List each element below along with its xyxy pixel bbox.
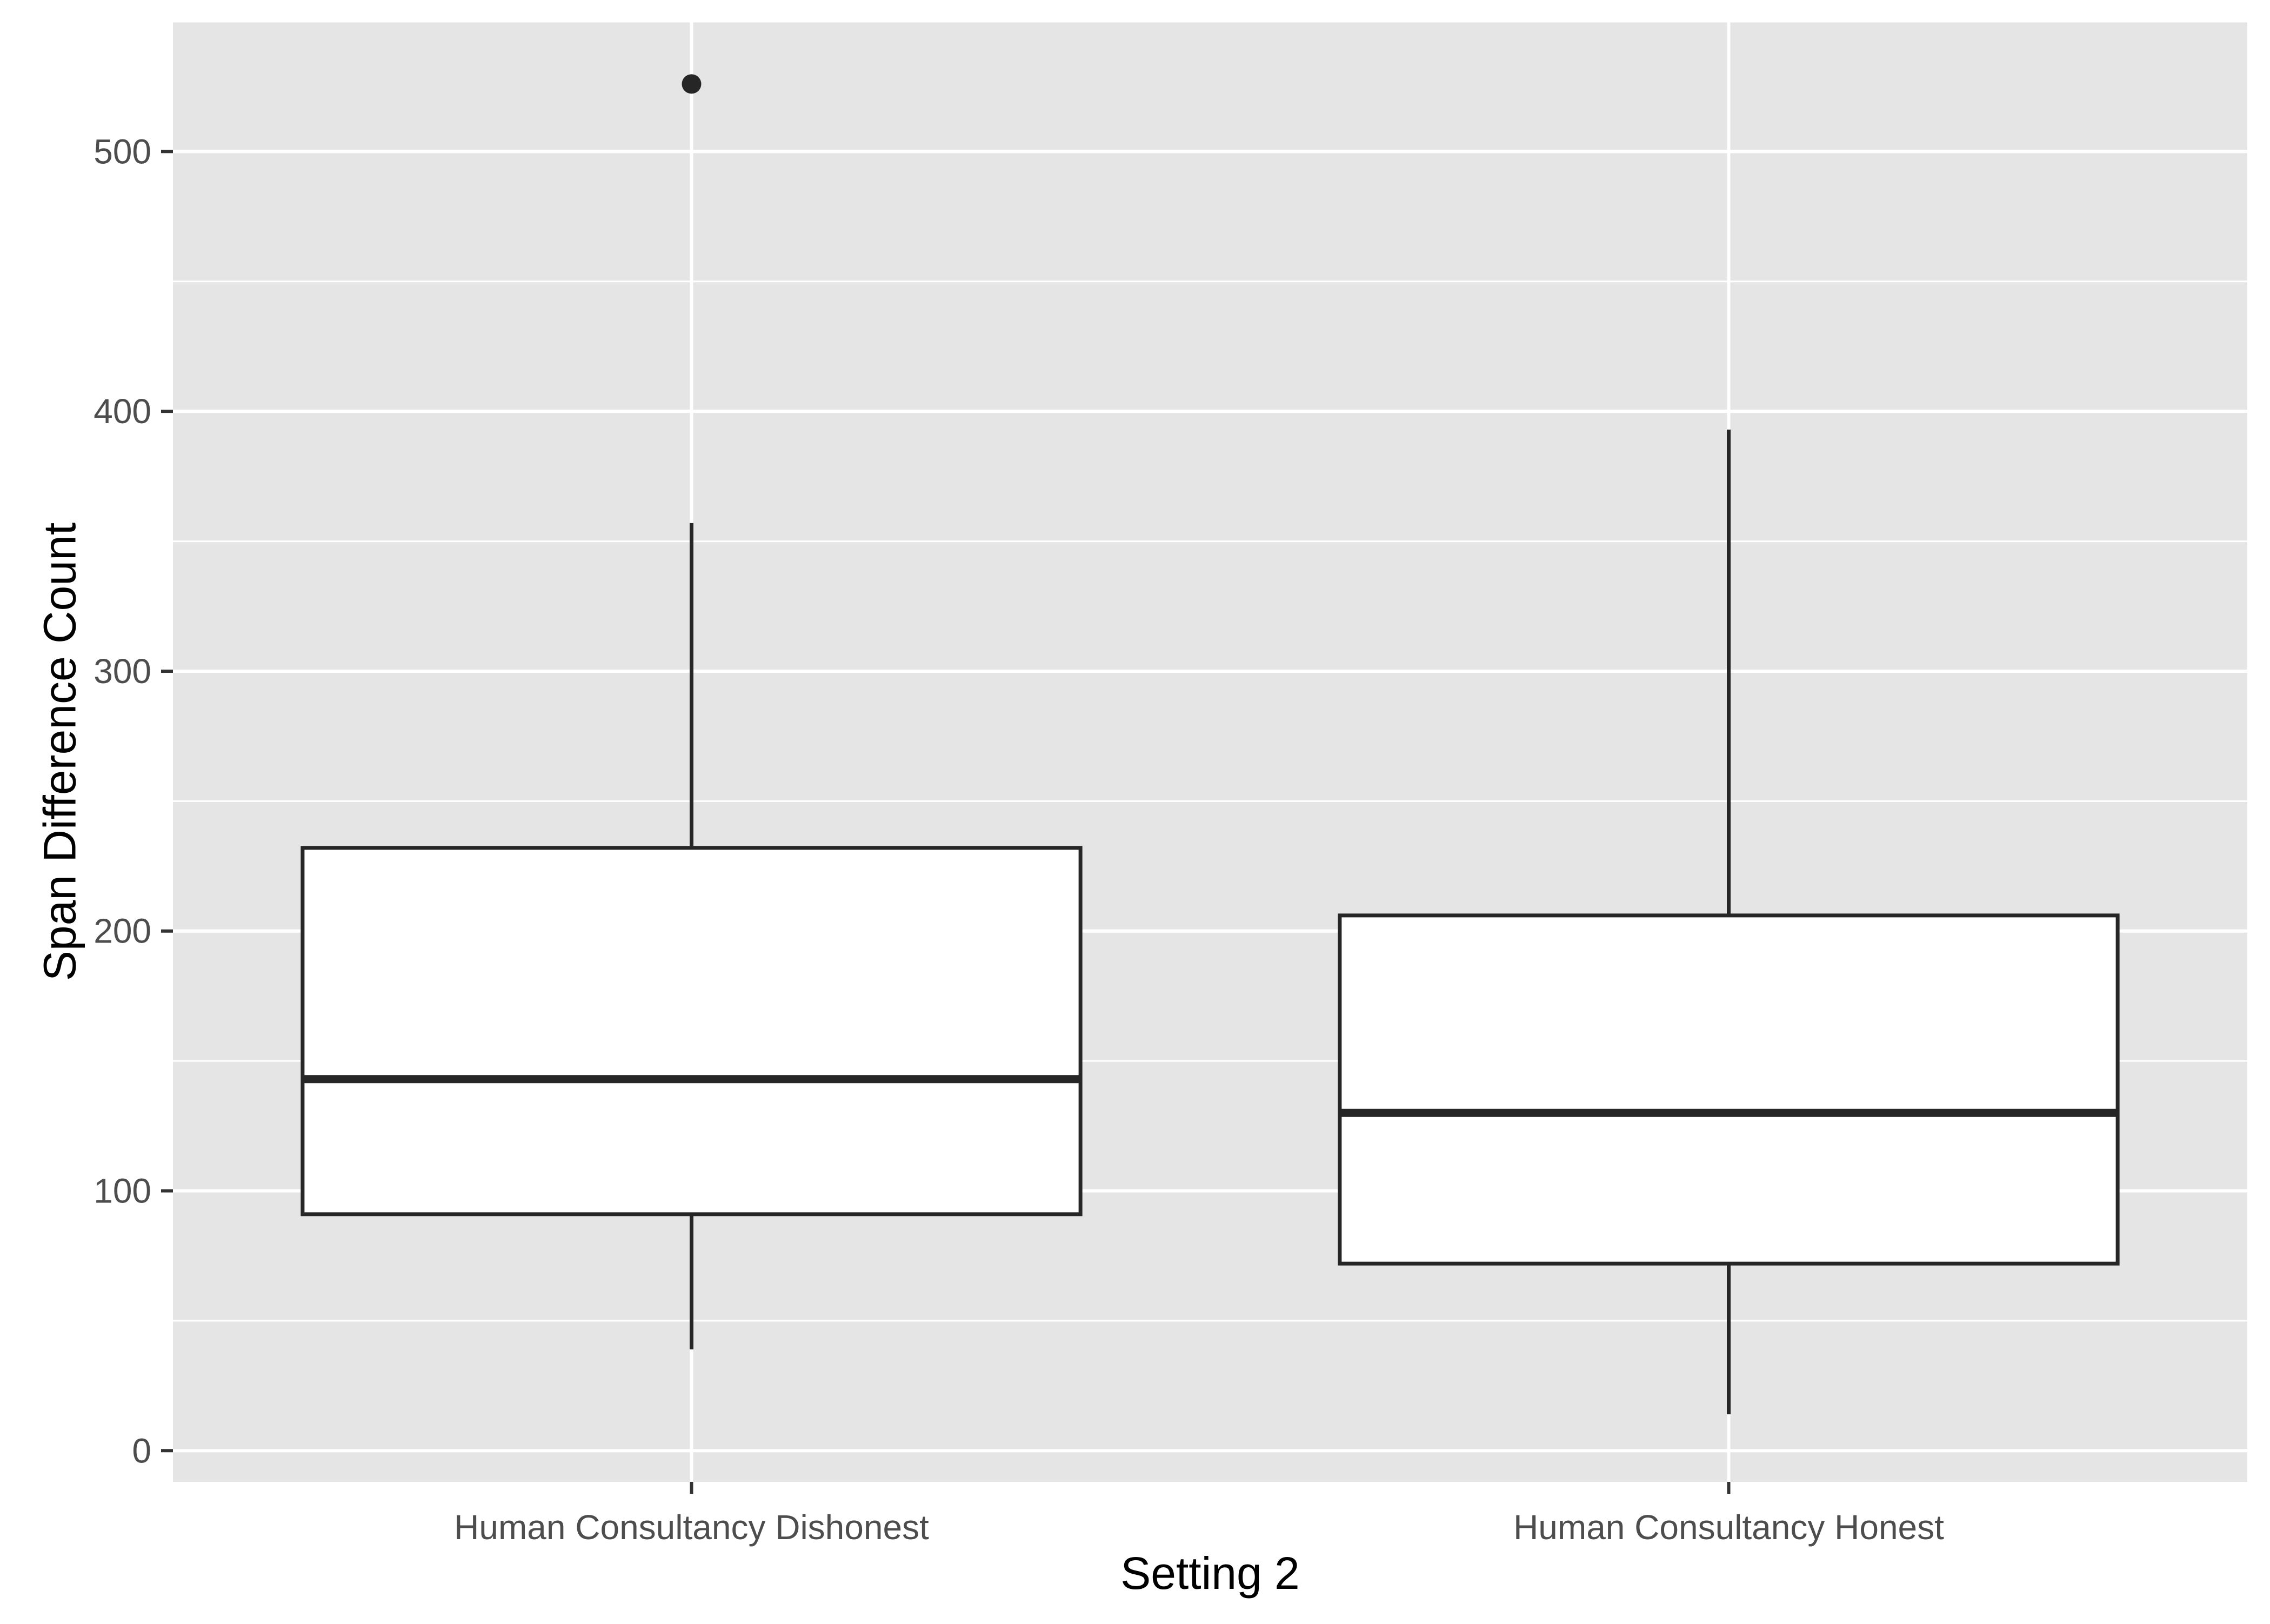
outlier-point xyxy=(682,74,702,94)
y-tick-label: 0 xyxy=(132,1431,151,1470)
axes: 0 100 200 300 400 500 Human Consultancy Dishon… xyxy=(94,132,1944,1547)
y-tick-label: 100 xyxy=(94,1172,151,1211)
box-group xyxy=(301,74,1083,1349)
boxes xyxy=(301,74,2120,1414)
x-tick-label: Human Consultancy Dishonest xyxy=(454,1508,929,1547)
y-tick-label: 500 xyxy=(94,132,151,171)
y-tick-label: 300 xyxy=(94,652,151,691)
y-tick-label: 400 xyxy=(94,392,151,431)
iqr-box xyxy=(1338,913,2120,1266)
x-tick-label: Human Consultancy Honest xyxy=(1513,1508,1944,1547)
box-group xyxy=(1338,429,2120,1414)
y-axis-title: Span Difference Count xyxy=(34,523,85,981)
x-axis-title: Setting 2 xyxy=(1120,1548,1300,1599)
iqr-box xyxy=(301,846,1083,1217)
y-tick-label: 200 xyxy=(94,912,151,951)
